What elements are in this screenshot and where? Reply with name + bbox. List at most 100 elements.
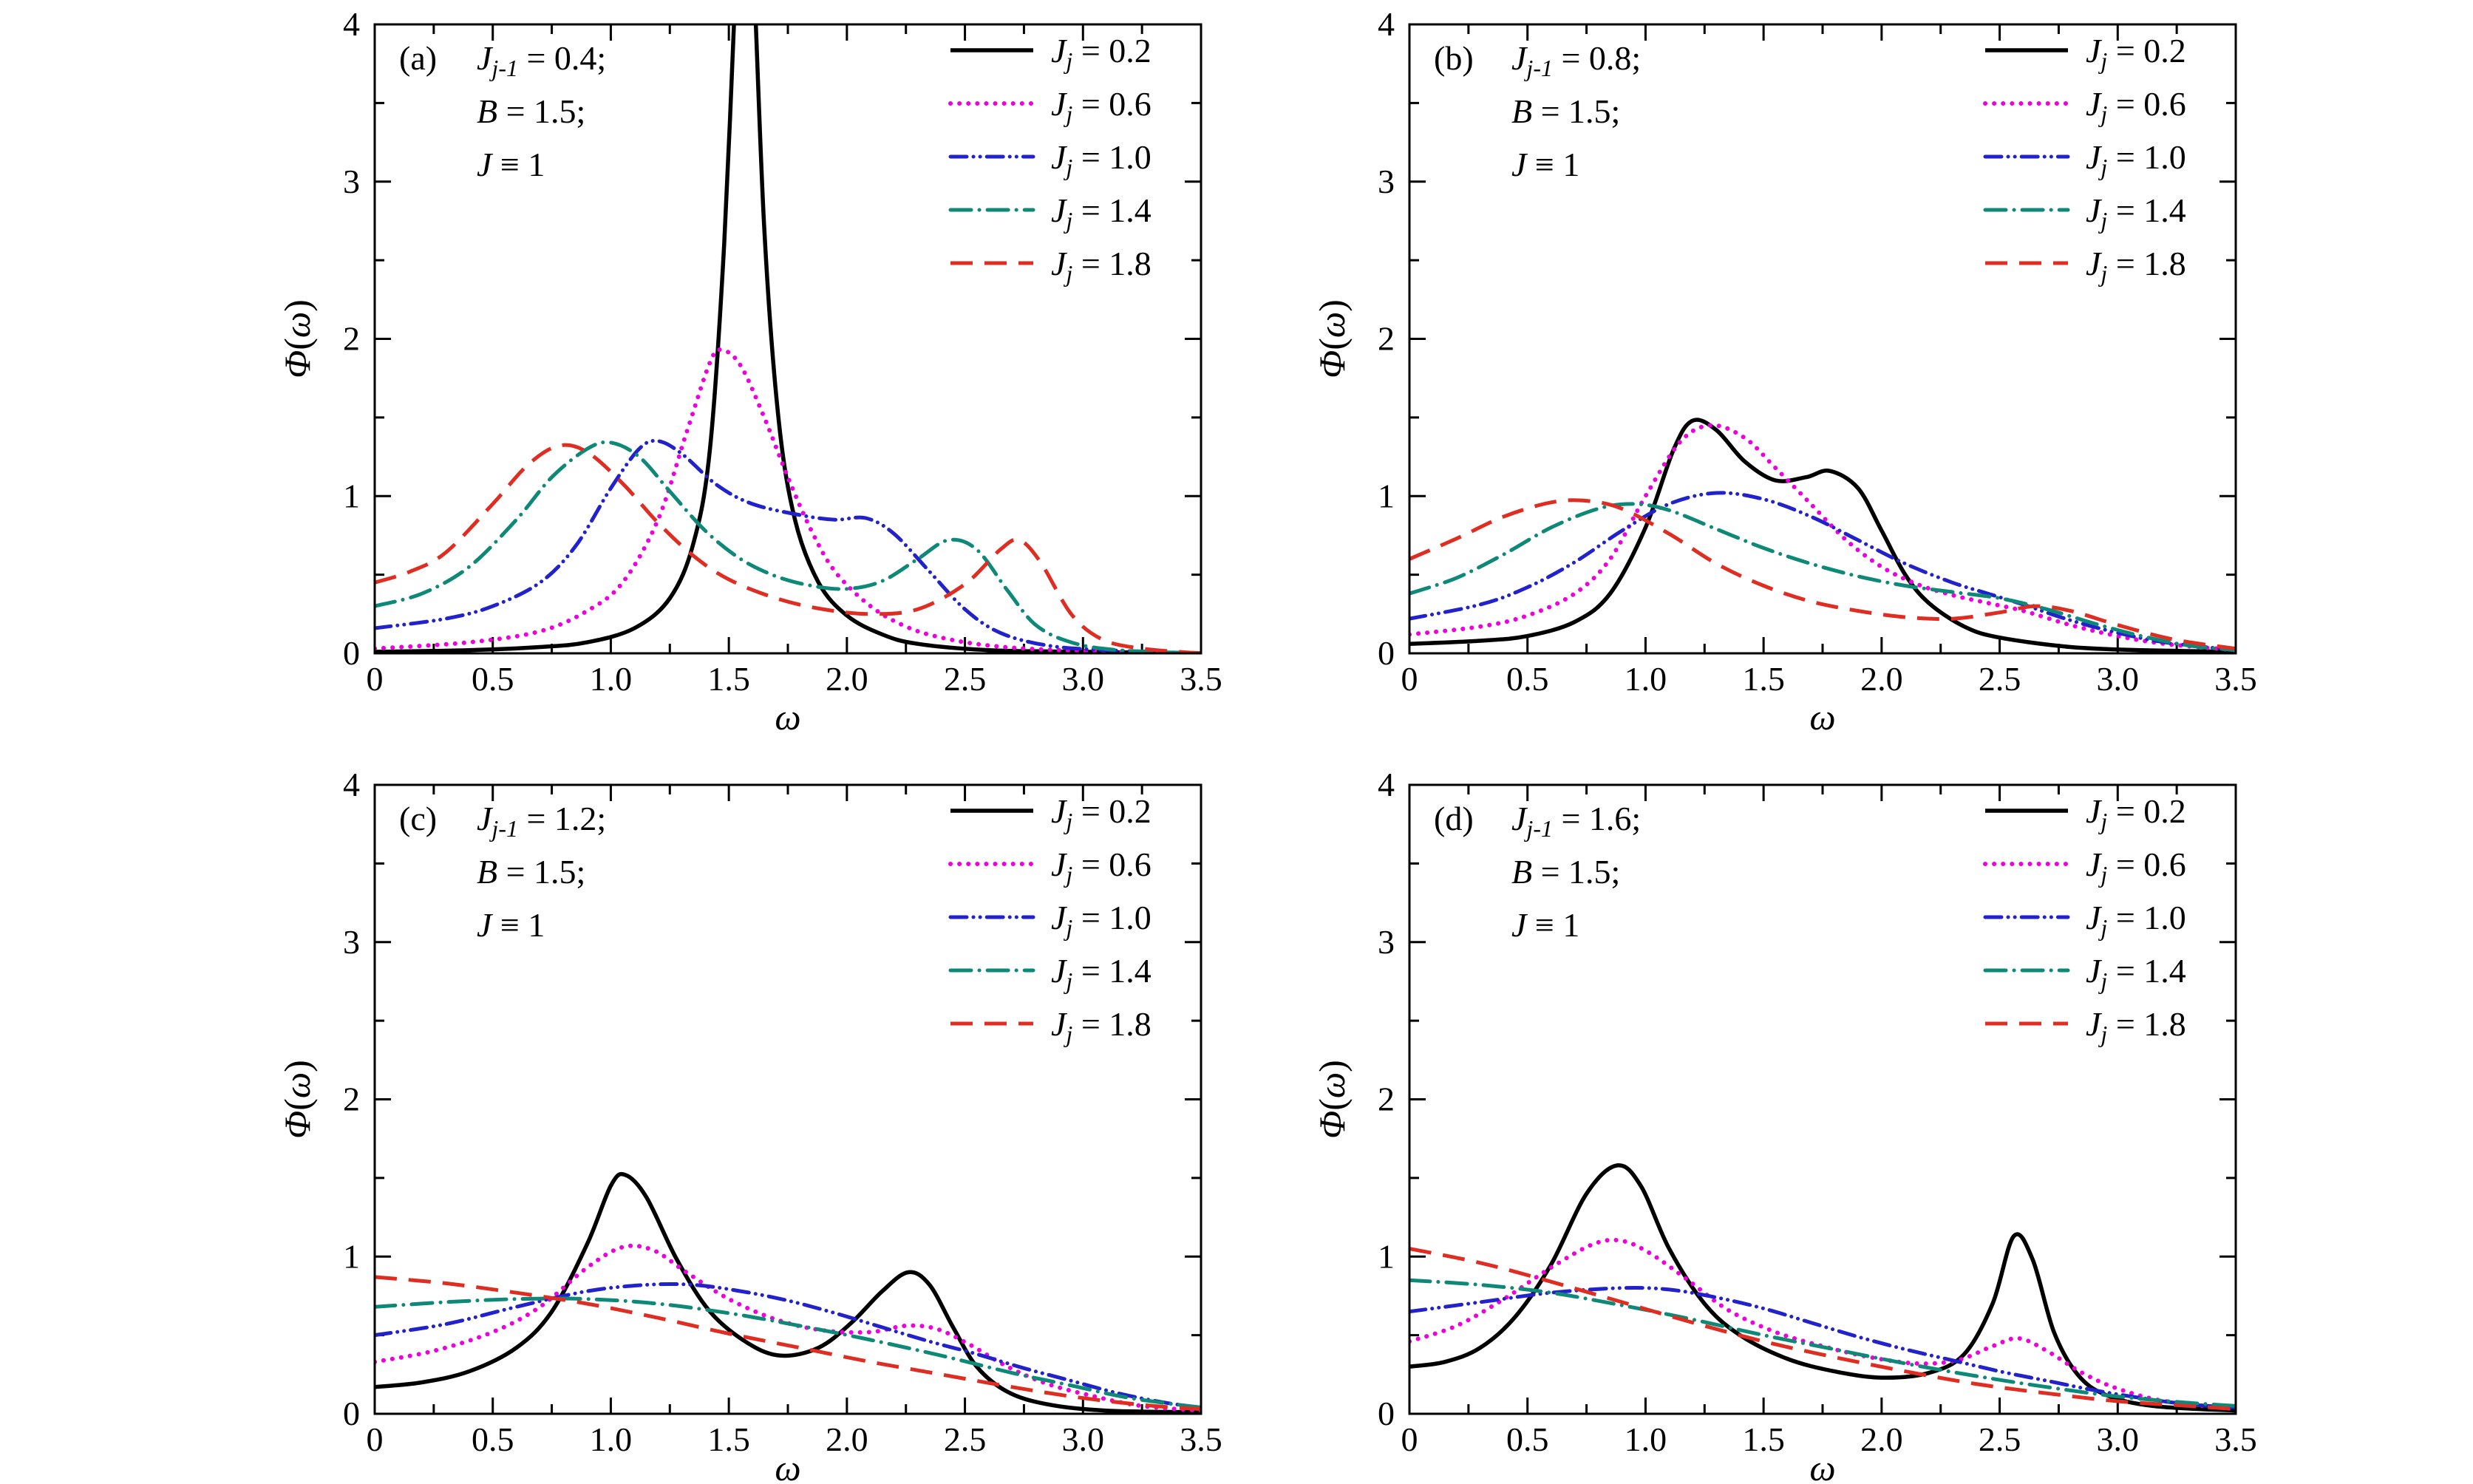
panel-label: (b) (1434, 39, 1474, 77)
panel-b: 0 0.5 1.0 1.5 2.0 2.5 3.0 3.5 0 1 2 3 4 ω Φ(ω) (b) Jj-1 … (1236, 0, 2473, 742)
x-tick-label: 3.0 (2097, 1420, 2140, 1458)
annotation-line: B = 1.5; (477, 853, 585, 891)
x-tick-label: 2.5 (944, 1420, 987, 1458)
y-tick-label: 3 (343, 923, 360, 961)
x-tick-label: 0 (367, 1420, 384, 1458)
series-line-b-1 (1409, 423, 2236, 653)
x-tick-label: 2.0 (1860, 660, 1903, 698)
x-tick-label: 1.0 (590, 660, 633, 698)
annotation-line: B = 1.5; (1511, 853, 1620, 891)
legend: Jj = 0.2 Jj = 0.6 Jj = 1.0 Jj = 1.4 Jj = 1.8 (1983, 792, 2186, 1047)
y-tick-label: 2 (1378, 1080, 1395, 1118)
panel-label: (c) (399, 800, 437, 837)
annotation-line: B = 1.5; (1511, 92, 1620, 130)
y-axis-label: Φ(ω) (1311, 299, 1353, 378)
panel-d: 0 0.5 1.0 1.5 2.0 2.5 3.0 3.5 0 1 2 3 4 ω Φ(ω) (d) Jj-1 … (1236, 742, 2473, 1484)
annotation-line: Jj-1 = 0.8; (1511, 39, 1641, 81)
x-tick-label: 2.0 (826, 660, 868, 698)
panel-chart-d: 0 0.5 1.0 1.5 2.0 2.5 3.0 3.5 0 1 2 3 4 ω Φ(ω) (d) Jj-1 … (1311, 766, 2257, 1484)
plot-box (373, 783, 1203, 1415)
panel-chart-b: 0 0.5 1.0 1.5 2.0 2.5 3.0 3.5 0 1 2 3 4 ω Φ(ω) (b) Jj-1 … (1311, 5, 2257, 738)
y-tick-label: 1 (343, 477, 360, 514)
y-tick-label: 1 (1378, 1237, 1395, 1275)
series-group (375, 1171, 1201, 1414)
legend-label: Jj = 1.0 (1051, 138, 1152, 180)
x-tick-label: 0.5 (1506, 1420, 1549, 1458)
y-tick-label: 3 (343, 163, 360, 200)
series-group (1409, 1163, 2236, 1413)
series-line-c-0 (375, 1171, 1201, 1414)
x-tick-label: 0.5 (472, 660, 514, 698)
x-tick-label: 1.0 (1625, 1420, 1667, 1458)
x-tick-label: 0 (1401, 660, 1418, 698)
x-tick-label: 2.5 (1979, 660, 2021, 698)
series-line-b-0 (1409, 418, 2236, 653)
annotation-line: Jj-1 = 0.4; (477, 39, 606, 81)
x-tick-label: 3.0 (1062, 1420, 1105, 1458)
series-line-d-0 (1409, 1163, 2236, 1413)
x-tick-label: 2.0 (1860, 1420, 1903, 1458)
y-tick-label: 0 (1378, 1395, 1395, 1432)
legend-label: Jj = 1.8 (2086, 1005, 2186, 1047)
panel-a: 0 0.5 1.0 1.5 2.0 2.5 3.0 3.5 0 1 2 3 4 ω Φ(ω) (a) Jj-1 … (0, 0, 1236, 742)
legend-label: Jj = 1.0 (2086, 899, 2186, 941)
panel-chart-a: 0 0.5 1.0 1.5 2.0 2.5 3.0 3.5 0 1 2 3 4 ω Φ(ω) (a) Jj-1 … (276, 5, 1222, 738)
x-tick-label: 3.5 (1180, 660, 1222, 698)
y-tick-label: 3 (1378, 163, 1395, 200)
y-tick-label: 2 (343, 320, 360, 358)
series-line-a-1 (375, 347, 1201, 653)
x-tick-label: 1.5 (707, 1420, 750, 1458)
annotation-line: J ≡ 1 (477, 146, 545, 183)
series-line-c-4 (375, 1275, 1201, 1412)
x-axis-label: ω (775, 1447, 800, 1484)
series-line-d-3 (1409, 1278, 2236, 1408)
x-tick-label: 2.0 (826, 1420, 868, 1458)
y-axis-label: Φ(ω) (276, 1060, 318, 1139)
y-axis-label: Φ(ω) (276, 299, 318, 378)
annotation-line: Jj-1 = 1.6; (1511, 800, 1641, 842)
series-line-a-2 (375, 439, 1201, 653)
x-tick-label: 1.0 (1625, 660, 1667, 698)
legend-label: Jj = 1.4 (2086, 952, 2186, 994)
y-tick-label: 0 (343, 1395, 360, 1432)
annotation-line: J ≡ 1 (1511, 906, 1579, 944)
series-line-c-3 (375, 1296, 1201, 1409)
x-tick-label: 0.5 (472, 1420, 514, 1458)
x-tick-label: 0 (1401, 1420, 1418, 1458)
panel-c: 0 0.5 1.0 1.5 2.0 2.5 3.0 3.5 0 1 2 3 4 ω Φ(ω) (c) Jj-1 … (0, 742, 1236, 1484)
series-line-c-2 (375, 1282, 1201, 1409)
y-tick-label: 4 (1378, 5, 1395, 43)
panel-chart-c: 0 0.5 1.0 1.5 2.0 2.5 3.0 3.5 0 1 2 3 4 ω Φ(ω) (c) Jj-1 … (276, 766, 1222, 1484)
annotation-line: J ≡ 1 (477, 906, 545, 944)
legend-label: Jj = 1.4 (2086, 191, 2186, 234)
series-group (375, 24, 1201, 653)
y-tick-label: 1 (1378, 477, 1395, 514)
annotation-line: J ≡ 1 (1511, 146, 1579, 183)
x-tick-label: 1.5 (1742, 660, 1785, 698)
series-line-a-0 (375, 24, 1201, 653)
x-axis-label: ω (775, 696, 800, 738)
series-line-a-4 (375, 443, 1201, 653)
x-tick-label: 1.0 (590, 1420, 633, 1458)
x-tick-label: 1.5 (707, 660, 750, 698)
plot-box (1408, 23, 2237, 655)
panel-label: (a) (399, 39, 437, 77)
series-line-d-1 (1409, 1237, 2236, 1412)
y-tick-label: 2 (343, 1080, 360, 1118)
series-line-b-2 (1409, 491, 2236, 653)
legend-label: Jj = 0.2 (2086, 32, 2186, 74)
x-tick-label: 3.5 (2214, 1420, 2257, 1458)
legend-label: Jj = 0.2 (1051, 32, 1152, 74)
plot-box (373, 23, 1203, 655)
legend-label: Jj = 0.6 (1051, 845, 1152, 888)
series-group (1409, 418, 2236, 653)
legend: Jj = 0.2 Jj = 0.6 Jj = 1.0 Jj = 1.4 Jj = 1.8 (948, 792, 1152, 1047)
series-line-a-3 (375, 440, 1201, 653)
legend-label: Jj = 1.4 (1051, 952, 1152, 994)
y-axis-label: Φ(ω) (1311, 1060, 1353, 1139)
y-tick-label: 4 (343, 5, 360, 43)
legend-label: Jj = 0.6 (1051, 85, 1152, 127)
annotation-line: Jj-1 = 1.2; (477, 800, 606, 842)
series-line-b-3 (1409, 502, 2236, 653)
legend: Jj = 0.2 Jj = 0.6 Jj = 1.0 Jj = 1.4 Jj = 1.8 (1983, 32, 2186, 287)
